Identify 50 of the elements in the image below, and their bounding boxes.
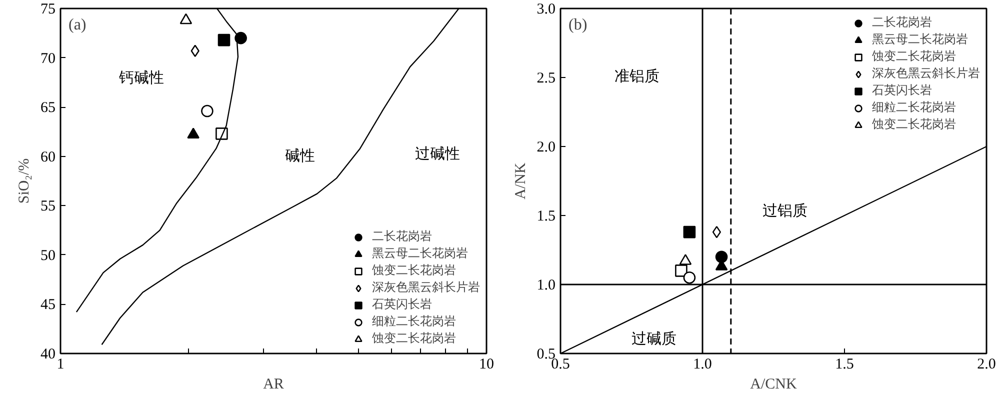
- y-tick-label: 55: [40, 198, 56, 215]
- annotation: 准铝质: [614, 67, 660, 86]
- legend-label: 黑云母二长花岗岩: [372, 245, 468, 262]
- annotation: 过铝质: [762, 202, 808, 220]
- legend-label: 石英闪长岩: [372, 296, 432, 313]
- point: [712, 226, 722, 238]
- y-tick-label: 3.0: [536, 2, 556, 18]
- legend-label: 二长花岗岩: [372, 228, 432, 245]
- y-tick-label: 65: [40, 100, 56, 116]
- y-tick-label: 45: [40, 297, 56, 314]
- x-axis-title: AR: [263, 376, 284, 392]
- annotation: 过碱质: [632, 329, 677, 348]
- legend-label: 细粒二长花岗岩: [372, 313, 456, 330]
- text: (b): [568, 16, 588, 34]
- y-axis-title: A/NK: [512, 162, 529, 200]
- legend-label: 蚀变二长花岗岩: [872, 48, 956, 65]
- annotation: 碱性: [284, 146, 315, 164]
- legend-label: 石英闪长岩: [872, 82, 932, 99]
- legend-label: 蚀变二长花岗岩: [372, 330, 456, 347]
- legend-label: 蚀变二长花岗岩: [372, 262, 456, 279]
- x-tick-label: 1.0: [693, 356, 712, 372]
- y-tick-label: 60: [40, 149, 56, 166]
- x-axis-title: A/CNK: [750, 376, 797, 392]
- x-tick-label: 2.0: [977, 356, 996, 372]
- x-tick-label: 10: [479, 356, 494, 372]
- annotation: 钙碱性: [118, 68, 164, 86]
- y-tick-label: 2.0: [536, 140, 556, 156]
- y-tick-label: 70: [40, 50, 56, 67]
- legend-label: 二长花岗岩: [872, 14, 932, 31]
- y-tick-label: 50: [40, 248, 56, 264]
- x-tick-label: 1.5: [835, 356, 854, 372]
- legend-label: 细粒二长花岗岩: [872, 99, 956, 116]
- y-tick-label: 1.5: [536, 208, 556, 224]
- point: [715, 250, 728, 264]
- y-tick-label: 75: [40, 2, 56, 18]
- point: [683, 226, 696, 238]
- y-tick-label: 2.5: [536, 70, 556, 86]
- legend-label: 蚀变二长花岗岩: [872, 116, 956, 133]
- x-tick-label: 1: [56, 356, 64, 372]
- y-tick-label: 1.0: [536, 278, 556, 294]
- point: [675, 264, 688, 277]
- legend-label: 深灰色黑云斜长片岩: [372, 279, 480, 296]
- legend-label: 黑云母二长花岗岩: [872, 31, 968, 48]
- annotation: 过碱性: [415, 144, 460, 162]
- point: [683, 271, 696, 284]
- legend-label: 深灰色黑云斜长片岩: [872, 65, 980, 82]
- y-axis-title: SiO₂/%: [16, 158, 32, 204]
- point: [679, 254, 692, 265]
- y-tick-label: 40: [40, 346, 56, 362]
- text: (a): [68, 16, 86, 34]
